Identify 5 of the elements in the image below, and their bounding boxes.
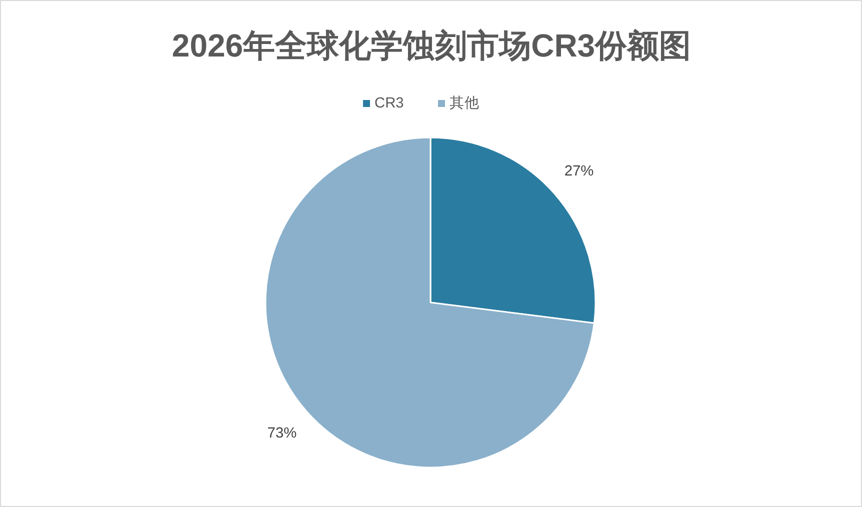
data-label: 27% [564, 164, 594, 180]
legend-label: CR3 [374, 96, 404, 112]
data-label: 73% [267, 425, 297, 442]
legend-label: 其他 [450, 94, 480, 112]
chart-title: 2026年全球化学蚀刻市场CR3份额图 [172, 28, 692, 64]
